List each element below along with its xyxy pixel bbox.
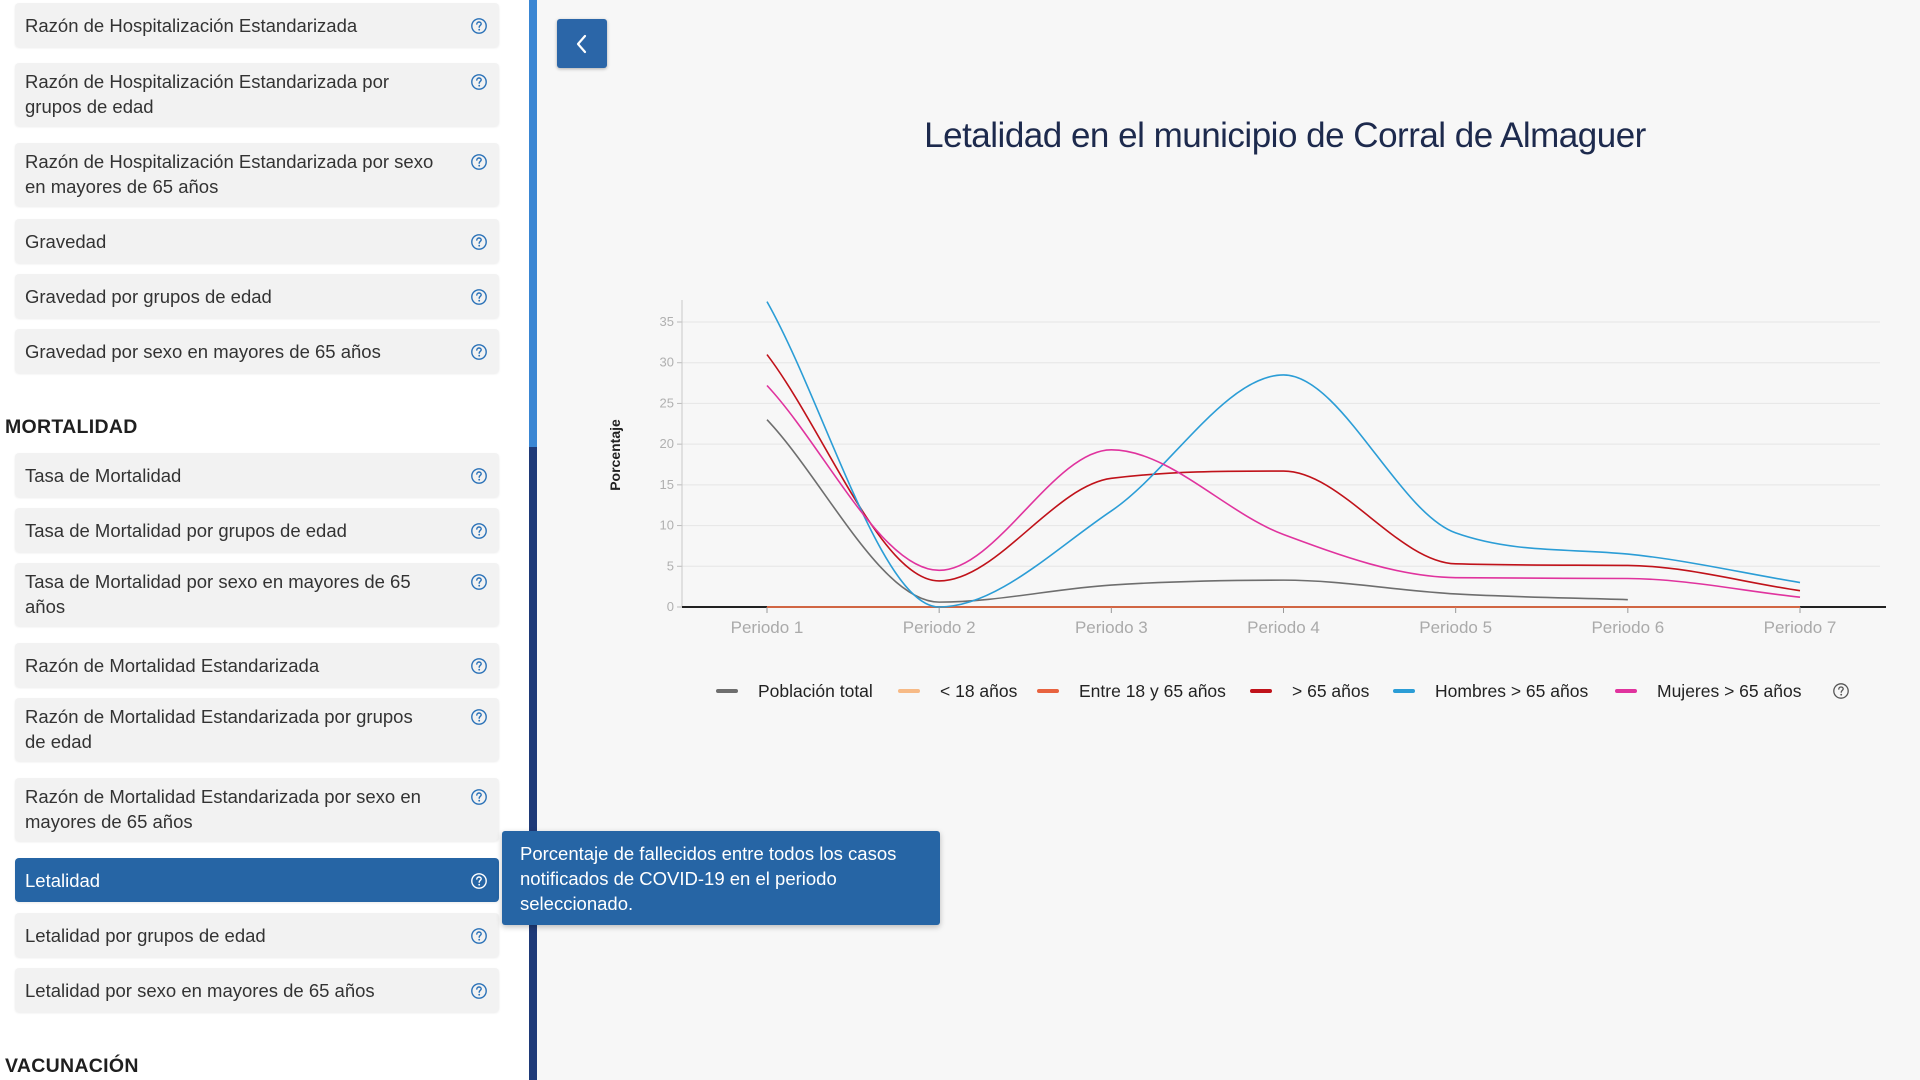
help-icon[interactable] xyxy=(470,521,488,539)
sidebar-item[interactable]: Letalidad por sexo en mayores de 65 años xyxy=(15,968,499,1012)
y-tick-label: 30 xyxy=(660,355,674,370)
x-tick-label: Periodo 5 xyxy=(1419,618,1492,637)
sidebar-item-label: Razón de Mortalidad Estandarizada por se… xyxy=(25,786,421,832)
tooltip-text: Porcentaje de fallecidos entre todos los… xyxy=(520,843,897,914)
y-tick-label: 35 xyxy=(660,314,674,329)
help-icon[interactable] xyxy=(470,287,488,305)
sidebar-item-label: Razón de Hospitalización Estandarizada p… xyxy=(25,151,434,197)
y-tick-label: 5 xyxy=(667,558,674,573)
help-icon[interactable] xyxy=(470,16,488,34)
sidebar-item-label: Letalidad por sexo en mayores de 65 años xyxy=(25,979,375,1001)
help-icon[interactable] xyxy=(470,871,488,889)
help-icon[interactable] xyxy=(470,466,488,484)
help-icon[interactable] xyxy=(470,707,488,725)
sidebar-item-label: Gravedad por grupos de edad xyxy=(25,285,272,307)
sidebar-item[interactable]: Razón de Hospitalización Estandarizada p… xyxy=(15,63,499,126)
help-icon[interactable] xyxy=(470,232,488,250)
sidebar-item-label: Letalidad por grupos de edad xyxy=(25,924,266,946)
sidebar-item[interactable]: Letalidad por grupos de edad xyxy=(15,913,499,957)
sidebar-item[interactable]: Tasa de Mortalidad por grupos de edad xyxy=(15,508,499,552)
legend-label: > 65 años xyxy=(1292,681,1370,701)
sidebar-item[interactable]: Letalidad xyxy=(15,858,499,902)
sidebar-item-label: Tasa de Mortalidad por grupos de edad xyxy=(25,519,347,541)
help-icon-mark xyxy=(1838,686,1844,693)
sidebar-item-label: Razón de Hospitalización Estandarizada xyxy=(25,14,358,36)
sidebar-item-label: Tasa de Mortalidad xyxy=(25,464,182,486)
sidebar-item-label: Tasa de Mortalidad por sexo en mayores d… xyxy=(25,571,411,617)
tooltip: Porcentaje de fallecidos entre todos los… xyxy=(502,831,940,925)
sidebar-item-label: Razón de Mortalidad Estandarizada por gr… xyxy=(25,706,413,752)
help-icon[interactable] xyxy=(470,981,488,999)
series-line-0 xyxy=(766,419,1628,603)
sidebar-item[interactable]: Tasa de Mortalidad xyxy=(15,453,499,497)
back-button[interactable] xyxy=(557,19,607,68)
help-icon-circle xyxy=(1833,683,1849,699)
legend-label: < 18 años xyxy=(940,681,1018,701)
legend-help-icon[interactable] xyxy=(1833,683,1849,699)
x-tick-label: Periodo 7 xyxy=(1764,618,1837,637)
sidebar-item-label: Razón de Mortalidad Estandarizada xyxy=(25,654,320,676)
sidebar-item-label: Gravedad por sexo en mayores de 65 años xyxy=(25,340,381,362)
legend-label: Entre 18 y 65 años xyxy=(1079,681,1226,701)
y-tick-label: 0 xyxy=(667,599,674,614)
help-icon[interactable] xyxy=(470,926,488,944)
help-icon[interactable] xyxy=(470,72,488,90)
chart-title: Letalidad en el municipio de Corral de A… xyxy=(924,116,1646,155)
help-icon[interactable] xyxy=(470,787,488,805)
sidebar-item[interactable]: Gravedad xyxy=(15,219,499,263)
y-tick-label: 15 xyxy=(660,477,674,492)
legend-label: Mujeres > 65 años xyxy=(1657,681,1802,701)
help-icon-dot xyxy=(1840,693,1843,696)
series-line-5 xyxy=(766,384,1801,599)
sidebar-item[interactable]: Razón de Mortalidad Estandarizada xyxy=(15,643,499,687)
y-tick-label: 10 xyxy=(660,518,674,533)
section-title-vacunacion: VACUNACIÓN xyxy=(5,1055,139,1077)
sidebar: Razón de Hospitalización Estandarizada Ra… xyxy=(0,0,529,1080)
sidebar-item-label: Razón de Hospitalización Estandarizada p… xyxy=(25,71,390,117)
y-axis-label: Porcentaje xyxy=(607,419,623,491)
section-title-mortalidad: MORTALIDAD xyxy=(5,416,138,438)
sidebar-item[interactable]: Razón de Hospitalización Estandarizada xyxy=(15,3,499,47)
series-line-4 xyxy=(766,301,1801,608)
sidebar-item[interactable]: Gravedad por sexo en mayores de 65 años xyxy=(15,329,499,373)
help-icon[interactable] xyxy=(470,342,488,360)
legend-label: Población total xyxy=(758,681,873,701)
y-tick-label: 25 xyxy=(660,395,674,410)
x-tick-label: Periodo 6 xyxy=(1591,618,1664,637)
help-icon[interactable] xyxy=(470,572,488,590)
help-icon[interactable] xyxy=(470,656,488,674)
sidebar-item[interactable]: Razón de Hospitalización Estandarizada p… xyxy=(15,143,499,206)
legend-label: Hombres > 65 años xyxy=(1435,681,1588,701)
sidebar-item-label: Gravedad xyxy=(25,230,107,252)
scrollbar-track[interactable] xyxy=(529,0,537,1080)
x-tick-label: Periodo 1 xyxy=(731,618,804,637)
help-icon[interactable] xyxy=(470,152,488,170)
x-tick-label: Periodo 4 xyxy=(1247,618,1320,637)
sidebar-item-label: Letalidad xyxy=(25,869,101,891)
sidebar-item[interactable]: Razón de Mortalidad Estandarizada por gr… xyxy=(15,698,499,761)
x-tick-label: Periodo 3 xyxy=(1075,618,1148,637)
sidebar-item[interactable]: Razón de Mortalidad Estandarizada por se… xyxy=(15,778,499,841)
sidebar-item[interactable]: Tasa de Mortalidad por sexo en mayores d… xyxy=(15,563,499,626)
scrollbar-thumb[interactable] xyxy=(529,0,537,447)
y-tick-label: 20 xyxy=(660,436,674,451)
sidebar-item[interactable]: Gravedad por grupos de edad xyxy=(15,274,499,318)
series-line-3 xyxy=(766,354,1801,592)
x-tick-label: Periodo 2 xyxy=(903,618,976,637)
chevron-left-icon xyxy=(576,34,587,53)
